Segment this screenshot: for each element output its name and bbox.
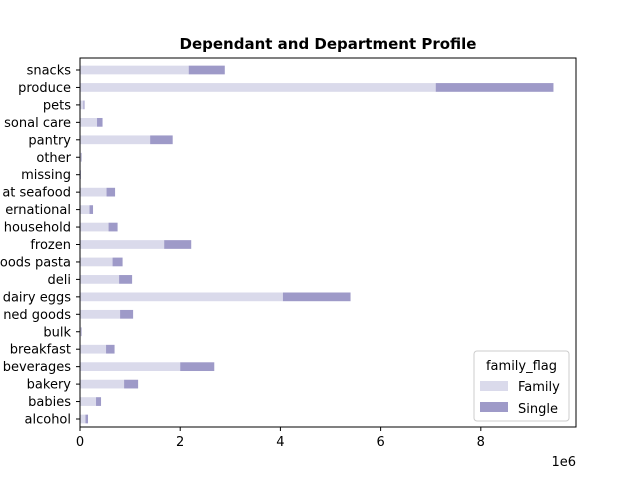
bar-single-dry-goods-pasta — [112, 257, 123, 267]
bar-single-pets — [83, 100, 85, 110]
x-tick-label: 2 — [176, 435, 184, 450]
y-tick-label: ernational — [5, 203, 71, 218]
y-tick-label: oods pasta — [0, 255, 71, 270]
bar-family-frozen — [80, 240, 165, 249]
x-axis: 0 2 4 6 8 — [76, 427, 485, 450]
legend-title: family_flag — [486, 359, 557, 374]
y-tick-label: babies — [28, 395, 71, 410]
bar-single-pantry — [150, 135, 173, 145]
y-tick-label: beverages — [3, 360, 72, 375]
bar-single-beverages — [180, 362, 215, 372]
plot-frame — [79, 57, 577, 428]
bar-family-other — [80, 152, 82, 162]
bar-single-babies — [96, 397, 102, 406]
bar-single-dairy-eggs — [282, 292, 351, 302]
y-tick-label: bakery — [27, 378, 72, 393]
bar-single-deli — [119, 275, 133, 284]
y-tick-label: deli — [48, 273, 71, 288]
bar-single-bakery — [124, 379, 139, 389]
y-tick-label: at seafood — [2, 186, 71, 201]
y-tick-label: missing — [21, 168, 71, 183]
bars-group — [80, 65, 554, 424]
bar-family-snacks — [80, 65, 189, 75]
chart-title: Dependant and Department Profile — [180, 35, 477, 53]
bar-family-produce — [80, 83, 436, 92]
legend: family_flag Family Single — [473, 350, 570, 422]
x-tick-label: 4 — [276, 435, 284, 450]
y-tick-label: breakfast — [10, 343, 71, 358]
y-tick-label: other — [36, 151, 71, 166]
y-tick-label: pantry — [28, 133, 71, 148]
y-tick-label: dairy eggs — [3, 290, 72, 305]
bar-family-household — [80, 222, 109, 232]
x-tick-label: 8 — [477, 435, 485, 450]
bar-single-bulk — [81, 327, 82, 337]
y-tick-label: ned goods — [3, 308, 71, 323]
legend-label-family: Family — [518, 380, 560, 395]
y-tick-label: bulk — [43, 325, 71, 340]
x-tick-label: 6 — [376, 435, 384, 450]
bar-family-bulk — [80, 327, 82, 337]
bar-family-babies — [80, 397, 97, 406]
bar-single-canned-goods — [120, 309, 134, 319]
bar-single-snacks — [188, 65, 225, 75]
y-axis: alcohol babies bakery beverages breakfast bul… — [0, 64, 80, 428]
bar-single-alcohol — [85, 414, 89, 424]
bar-family-breakfast — [80, 344, 107, 354]
bar-family-dairy-eggs — [80, 292, 283, 302]
y-tick-label: pets — [43, 98, 71, 113]
bar-family-deli — [80, 275, 120, 284]
bar-single-meat-seafood — [106, 187, 116, 197]
bar-family-personal-care — [80, 117, 98, 127]
bar-family-dry-goods-pasta — [80, 257, 113, 267]
y-tick-label: household — [4, 221, 71, 236]
bar-single-frozen — [164, 240, 192, 249]
bar-single-personal-care — [97, 117, 103, 127]
bar-single-produce — [435, 83, 554, 92]
bar-family-pets — [80, 100, 84, 110]
legend-swatch-single — [480, 402, 508, 412]
bar-family-meat-seafood — [80, 187, 107, 197]
bar-single-household — [108, 222, 118, 232]
bar-family-beverages — [80, 362, 181, 372]
y-tick-label: produce — [18, 81, 71, 96]
bar-family-canned-goods — [80, 309, 121, 319]
bar-family-pantry — [80, 135, 151, 145]
bar-single-international — [89, 205, 94, 214]
y-tick-label: frozen — [30, 238, 71, 253]
bar-family-alcohol — [80, 414, 86, 424]
bar-single-other — [81, 152, 82, 162]
legend-label-single: Single — [518, 402, 558, 417]
x-tick-label: 0 — [76, 435, 84, 450]
bar-family-international — [80, 205, 90, 214]
bar-single-breakfast — [106, 344, 115, 354]
y-tick-label: sonal care — [4, 116, 71, 131]
x-axis-offset-label: 1e6 — [551, 455, 576, 470]
bar-family-bakery — [80, 379, 125, 389]
y-tick-label: alcohol — [25, 413, 71, 428]
y-tick-label: snacks — [27, 64, 72, 79]
legend-swatch-family — [480, 381, 508, 391]
